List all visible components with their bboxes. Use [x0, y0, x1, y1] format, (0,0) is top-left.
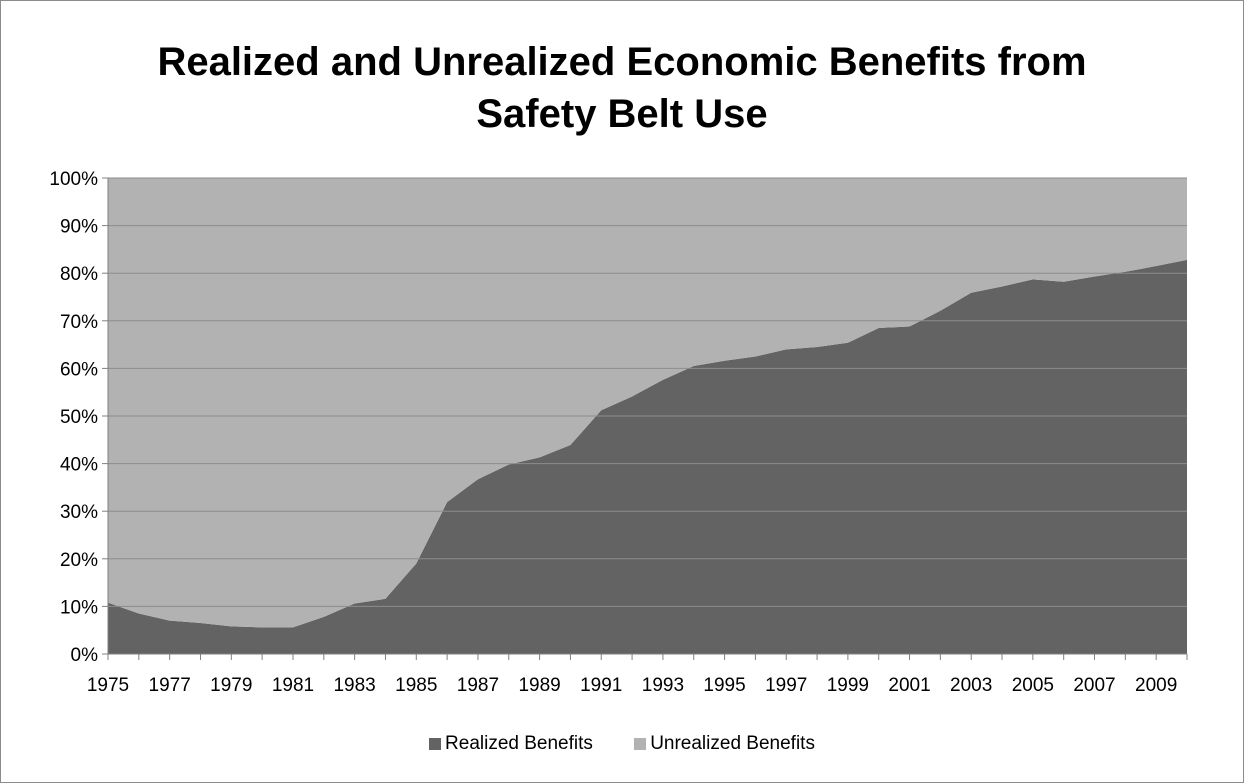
x-axis-ticks: 1975 1977 1979 1981 1983 1985 1987 1989 1991 1993… [87, 654, 1188, 696]
legend-label-realized: Realized Benefits [445, 733, 593, 754]
chart-title: Realized and Unrealized Economic Benefit… [0, 36, 1244, 140]
legend-item-unrealized: Unrealized Benefits [634, 733, 815, 755]
y-tick-label: 50% [60, 407, 98, 428]
x-tick-label: 2005 [1012, 675, 1054, 696]
legend-swatch-realized [429, 738, 442, 750]
y-tick-label: 60% [60, 359, 98, 380]
y-tick-label: 90% [60, 217, 98, 238]
y-tick-label: 30% [60, 502, 98, 523]
y-tick-label: 40% [60, 455, 98, 476]
y-tick-label: 80% [60, 264, 98, 285]
area-unrealized-benefits [108, 178, 1187, 628]
y-axis-ticks: 0% 10% 20% 30% 40% 50% 60% 70% 80% 90% 100% [49, 169, 108, 666]
x-tick-label: 2007 [1073, 675, 1115, 696]
legend-label-unrealized: Unrealized Benefits [650, 733, 815, 754]
x-tick-label: 1989 [518, 675, 560, 696]
x-tick-label: 1981 [272, 675, 314, 696]
legend-item-realized: Realized Benefits [429, 733, 593, 755]
legend-swatch-unrealized [634, 738, 647, 750]
x-tick-label: 2009 [1135, 675, 1177, 696]
y-tick-label: 100% [49, 169, 98, 190]
x-tick-label: 1997 [765, 675, 807, 696]
y-tick-label: 20% [60, 550, 98, 571]
x-tick-label: 1983 [333, 675, 375, 696]
y-tick-label: 0% [71, 645, 99, 666]
x-tick-label: 2001 [888, 675, 930, 696]
chart-title-line-2: Safety Belt Use [476, 92, 768, 136]
legend: Realized Benefits Unrealized Benefits [0, 733, 1244, 756]
x-tick-label: 1987 [457, 675, 499, 696]
x-tick-label: 2003 [950, 675, 992, 696]
x-tick-label: 1999 [827, 675, 869, 696]
x-tick-label: 1991 [580, 675, 622, 696]
x-tick-label: 1993 [642, 675, 684, 696]
x-tick-label: 1985 [395, 675, 437, 696]
y-tick-label: 10% [60, 597, 98, 618]
y-tick-label: 70% [60, 312, 98, 333]
x-tick-label: 1995 [703, 675, 745, 696]
x-tick-label: 1975 [87, 675, 129, 696]
x-tick-label: 1977 [149, 675, 191, 696]
plot-areas [108, 178, 1187, 654]
x-tick-label: 1979 [210, 675, 252, 696]
area-realized-benefits [108, 259, 1187, 654]
chart-title-line-1: Realized and Unrealized Economic Benefit… [157, 40, 1087, 84]
